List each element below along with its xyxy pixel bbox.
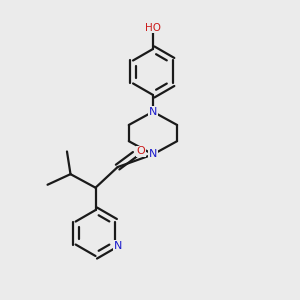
- Text: N: N: [149, 149, 157, 159]
- Text: O: O: [137, 146, 146, 157]
- Text: N: N: [114, 241, 122, 251]
- Text: HO: HO: [145, 22, 161, 32]
- Text: N: N: [149, 107, 157, 117]
